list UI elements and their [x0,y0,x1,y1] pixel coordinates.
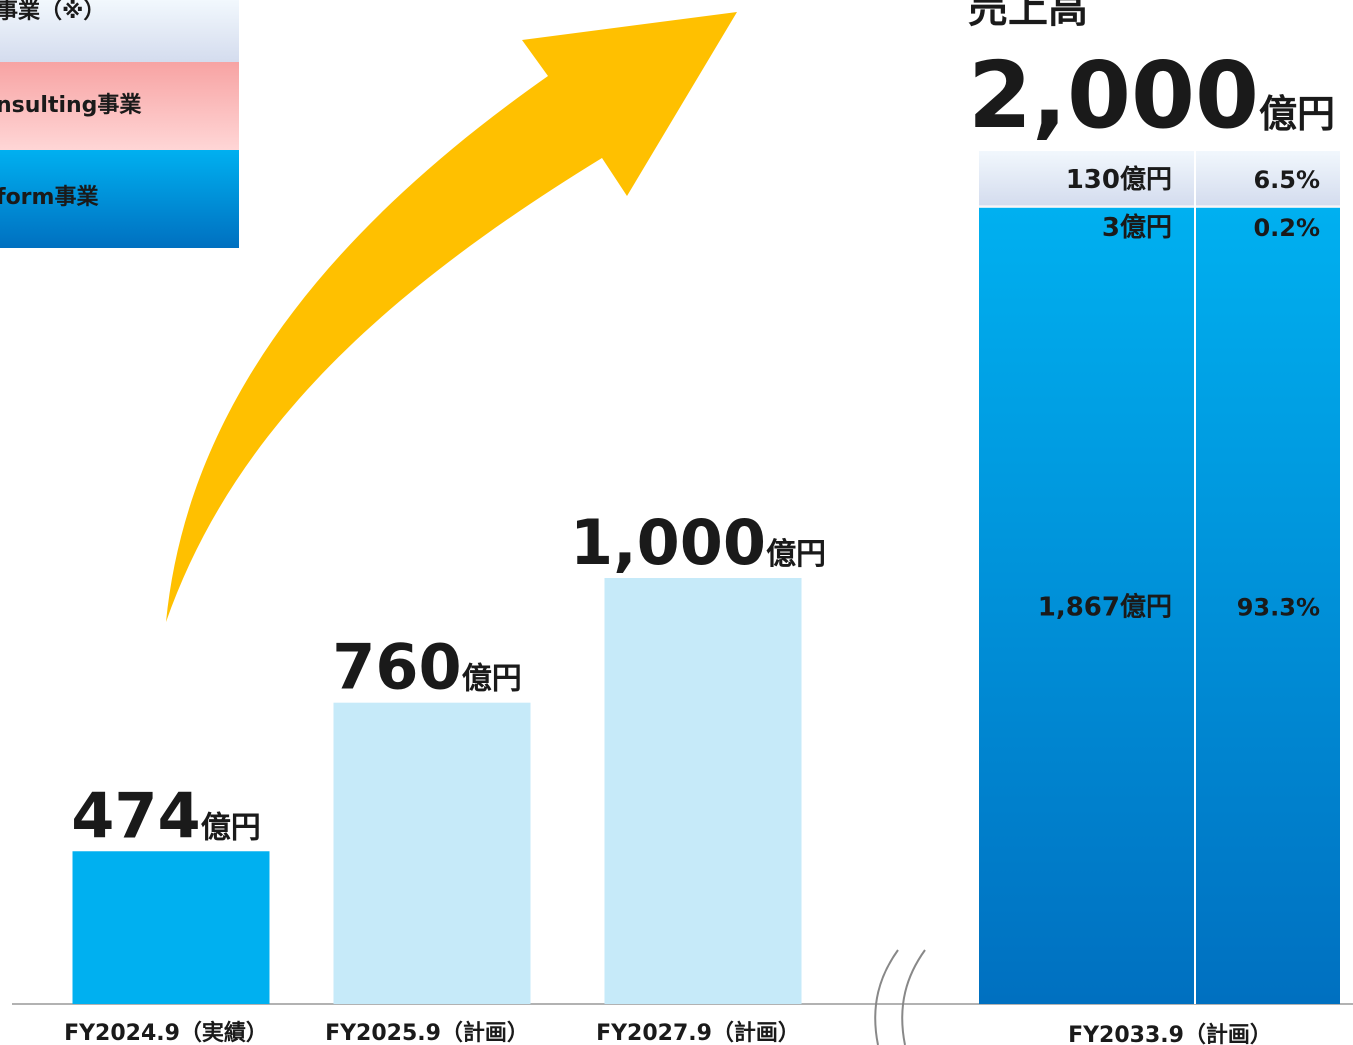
segment-number: 130 [1066,165,1120,195]
segment-amount: 130億円 [1066,165,1172,195]
bar [333,702,531,1004]
stack-segment [979,206,1340,1004]
total-label: 2,000億円 [968,42,1335,149]
value-label: 474億円 [71,779,260,852]
x-tick-label: FY2033.9（計画） [1068,1022,1272,1045]
value-unit: 億円 [201,810,261,845]
segment-amount: 3億円 [1102,213,1172,243]
total-unit: 億円 [1259,92,1335,136]
x-tick-label: FY2027.9（計画） [596,1020,800,1045]
segment-amount: 1,867億円 [1038,592,1172,622]
x-tick-label: FY2024.9（実績） [64,1020,268,1045]
segment-unit: 億円 [1120,165,1172,195]
segment-share: 0.2% [1253,214,1320,242]
value-number: 1,000 [570,506,766,579]
legend-swatch [0,62,239,150]
value-label: 1,000億円 [570,506,826,579]
total-value: 2,000 [968,42,1259,149]
chart-title: 売上高 [968,0,1088,32]
segment-unit: 億円 [1120,213,1172,243]
value-unit: 億円 [462,662,522,697]
axis-break [874,949,926,1045]
value-number: 760 [332,631,461,704]
growth-arrow [166,12,737,622]
legend-swatch [0,150,239,248]
x-tick-label: FY2025.9（計画） [325,1020,529,1045]
legend-label: form事業 [0,184,99,210]
segment-share: 6.5% [1253,166,1320,194]
segment-number: 1,867 [1038,592,1120,622]
value-label: 760億円 [332,631,521,704]
segment-number: 3 [1102,213,1120,243]
bar [72,851,270,1004]
segment-unit: 億円 [1120,592,1172,622]
stack-segment [979,150,1340,206]
bar [604,578,802,1004]
value-number: 474 [71,779,200,852]
segment-share: 93.3% [1237,593,1320,621]
legend-label: 事業（※） [0,0,105,24]
legend-swatch [0,0,239,62]
legend-label: nsulting事業 [0,92,142,118]
value-unit: 億円 [766,537,826,572]
